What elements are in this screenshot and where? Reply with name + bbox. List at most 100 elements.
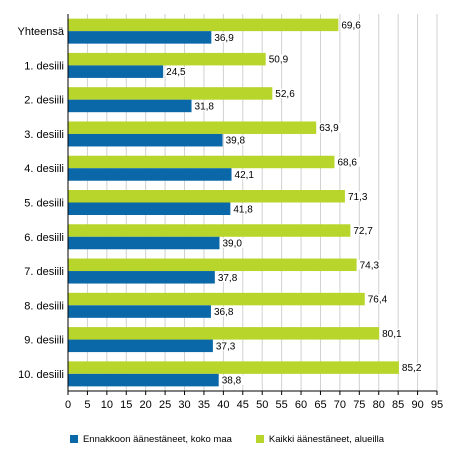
- bar-series-1: [68, 339, 213, 353]
- data-label-background: [340, 20, 365, 30]
- data-label-background: [233, 169, 258, 180]
- data-label-background: [221, 238, 246, 248]
- data-label: 80,1: [382, 329, 402, 340]
- bar-series-2: [68, 87, 273, 100]
- x-tick-label: 55: [276, 399, 288, 411]
- data-label: 74,3: [360, 260, 380, 271]
- data-label-background: [381, 328, 406, 339]
- bars: [68, 18, 399, 387]
- x-tick-label: 40: [217, 399, 229, 411]
- data-label-background: [220, 375, 246, 385]
- legend: Ennakkoon äänestäneet, koko maa Kaikki ä…: [0, 431, 454, 447]
- data-label-background: [213, 32, 238, 43]
- data-label: 50,9: [269, 55, 289, 66]
- legend-label-series-1: Ennakkoon äänestäneet, koko maa: [82, 433, 232, 445]
- x-tick-label: 95: [431, 399, 443, 411]
- data-label-background: [232, 204, 257, 214]
- data-label: 37,3: [216, 341, 236, 352]
- data-label-background: [274, 88, 299, 99]
- x-tick-label: 70: [334, 399, 346, 411]
- data-label: 68,6: [337, 157, 357, 168]
- bar-series-2: [68, 18, 339, 32]
- bar-series-1: [68, 202, 231, 215]
- data-label: 38,8: [222, 376, 242, 387]
- data-labels: 69,6 36,9 50,9 24,5 52,6 31,8 63,9 39,8 68,6 42,1…: [165, 20, 426, 387]
- category-label: 9. desiili: [24, 335, 64, 347]
- bar-series-2: [68, 361, 399, 374]
- data-label-background: [346, 191, 372, 201]
- data-label: 42,1: [235, 170, 255, 181]
- bar-series-1: [68, 305, 211, 318]
- bar-series-1: [68, 236, 220, 250]
- x-tick-label: 30: [178, 399, 190, 411]
- x-tick-label: 5: [84, 399, 90, 411]
- bar-series-2: [68, 52, 266, 66]
- x-tick-label: 10: [101, 399, 113, 411]
- bar-series-2: [68, 155, 335, 169]
- data-label: 39,8: [226, 136, 246, 147]
- x-tick-label: 75: [353, 399, 365, 411]
- legend-label-series-2: Kaikki äänestäneet, alueilla: [268, 433, 385, 445]
- category-label: Yhteensä: [18, 26, 65, 38]
- data-label: 71,3: [348, 192, 368, 203]
- data-label: 63,9: [319, 123, 339, 134]
- data-label-background: [336, 157, 361, 167]
- x-tick-label: 60: [295, 399, 307, 411]
- bar-series-2: [68, 190, 345, 203]
- data-label: 52,6: [275, 89, 295, 100]
- data-label-background: [400, 362, 426, 373]
- data-label: 85,2: [402, 363, 422, 374]
- x-tick-label: 65: [314, 399, 326, 411]
- data-label: 36,9: [214, 33, 234, 44]
- legend-swatch-series-2: [255, 435, 264, 443]
- x-tick-label: 35: [198, 399, 210, 411]
- legend-item-series-2: Kaikki äänestäneet, alueilla: [255, 433, 385, 445]
- data-label: 31,8: [195, 101, 215, 112]
- x-tick-label: 15: [120, 399, 132, 411]
- category-label: 10. desiili: [18, 369, 64, 381]
- x-tick-label: 0: [65, 399, 71, 411]
- data-label-background: [214, 341, 240, 351]
- bar-series-1: [68, 65, 164, 78]
- data-label: 36,8: [214, 307, 234, 318]
- data-label: 41,8: [233, 204, 253, 215]
- category-label: 3. desiili: [24, 129, 64, 141]
- x-tick-label: 45: [237, 399, 249, 411]
- data-label-background: [165, 66, 190, 77]
- data-label: 39,0: [222, 239, 242, 250]
- data-label: 69,6: [341, 20, 361, 31]
- data-label-background: [224, 135, 249, 145]
- category-label: 5. desiili: [24, 198, 64, 210]
- bar-series-1: [68, 99, 192, 113]
- legend-swatch-series-1: [69, 435, 78, 443]
- x-tick-label: 20: [140, 399, 152, 411]
- x-tick-label: 50: [256, 399, 268, 411]
- bar-series-2: [68, 327, 380, 340]
- data-label-background: [352, 225, 377, 236]
- category-label: 1. desiili: [24, 60, 64, 72]
- data-label-background: [193, 101, 218, 111]
- x-tick-label: 25: [159, 399, 171, 411]
- x-tick-label: 90: [411, 399, 423, 411]
- bar-series-1: [68, 31, 212, 44]
- bar-series-2: [68, 224, 351, 237]
- data-label: 24,5: [166, 67, 186, 78]
- category-label: 4. desiili: [24, 163, 64, 175]
- data-label: 72,7: [353, 226, 373, 237]
- category-label: 8. desiili: [24, 300, 64, 312]
- x-axis: 0 5 10 15 20 25 30 35 40 45 50 55 60 65 70 75 80 85 90 95: [65, 14, 443, 411]
- data-label: 76,4: [368, 295, 388, 306]
- bar-series-1: [68, 373, 219, 387]
- category-label: 7. desiili: [24, 266, 64, 278]
- data-label-background: [216, 272, 242, 283]
- data-label-background: [212, 306, 238, 317]
- bar-series-1: [68, 168, 232, 181]
- x-tick-label: 80: [373, 399, 385, 411]
- legend-item-series-1: Ennakkoon äänestäneet, koko maa: [69, 433, 232, 445]
- category-label: 6. desiili: [24, 232, 64, 244]
- bar-series-2: [68, 121, 317, 134]
- data-label: 37,8: [218, 273, 238, 284]
- data-label-background: [318, 122, 343, 133]
- bar-series-2: [68, 292, 365, 306]
